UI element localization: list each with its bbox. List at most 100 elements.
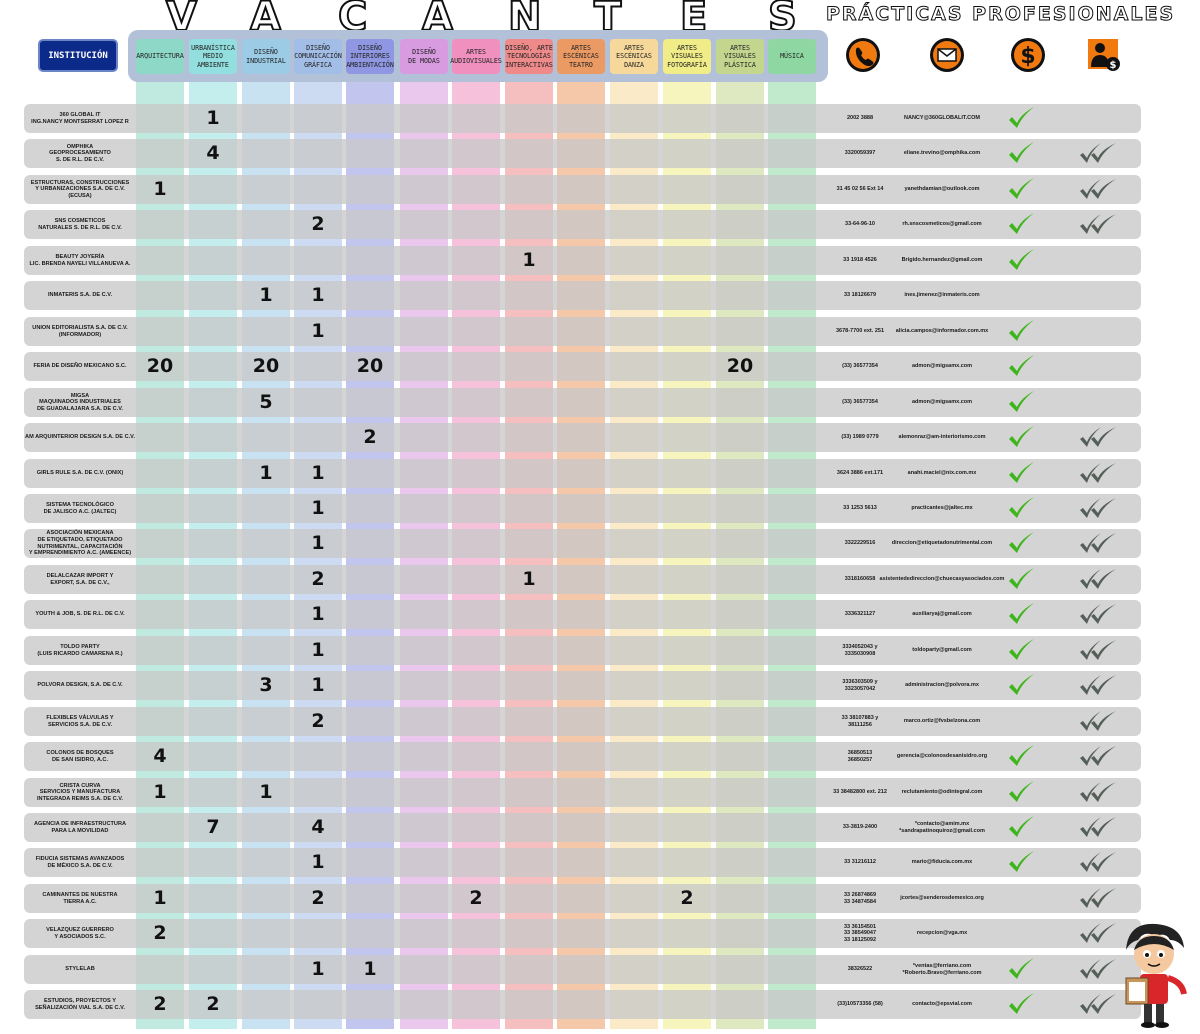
column-header[interactable]: DISEÑO, ARTE TECNOLOGÍAS INTERACTIVAS <box>505 39 553 74</box>
dollar-icon: $ <box>1010 37 1046 73</box>
vacancy-count: 7 <box>206 816 220 838</box>
column-header[interactable]: MÚSICA <box>768 39 816 74</box>
email-address[interactable]: recepcion@vga.mx <box>916 930 968 937</box>
vacancy-count: 2 <box>469 887 483 909</box>
phone-number: 33 36154501 33 38549047 33 18125092 <box>843 923 877 943</box>
double-check-icon <box>1078 848 1118 877</box>
column-header[interactable]: URBANÍSTICA MEDIO AMBIENTE <box>189 39 237 74</box>
vacancy-count: 1 <box>311 603 325 625</box>
phone-number: 3678-7700 ext. 251 <box>835 328 884 335</box>
email-address[interactable]: asistentededireccion@chuecasyasociados.c… <box>879 576 1005 583</box>
vacancy-count: 4 <box>153 745 167 767</box>
email-address[interactable]: *contacto@amim.mx *sandrapatinoquiroz@gm… <box>899 820 985 834</box>
email-address[interactable]: *ventas@ferriano.com *Roberto.Bravo@ferr… <box>902 962 982 976</box>
svg-text:$: $ <box>1110 60 1117 71</box>
table-row <box>24 210 1141 239</box>
institution-header-button[interactable]: INSTITUCIÓN <box>38 39 118 72</box>
check-icon <box>1006 210 1036 239</box>
email-address[interactable]: admon@migsamx.com <box>911 399 973 406</box>
email-address[interactable]: rh.snscosmeticos@gmail.com <box>902 221 982 228</box>
vacancy-count: 3 <box>259 674 273 696</box>
phone-number: 33 31216112 <box>844 859 876 866</box>
table-row <box>24 955 1141 984</box>
vacancy-count: 2 <box>311 887 325 909</box>
column-header[interactable]: DISEÑO INTERIORES AMBIENTACIÓN <box>346 39 394 74</box>
email-address[interactable]: anahi.maciel@nix.com.mx <box>907 470 977 477</box>
institution-name: SISTEMA TECNOLÓGICO DE JALISCO A.C. (JAL… <box>43 501 117 515</box>
check-icon <box>1006 139 1036 168</box>
column-header[interactable]: DISEÑO INDUSTRIAL <box>242 39 290 74</box>
vacancy-count: 1 <box>311 851 325 873</box>
table-row <box>24 281 1141 310</box>
email-address[interactable]: yanethdamian@outlook.com <box>904 186 980 193</box>
check-icon <box>1006 317 1036 346</box>
email-address[interactable]: alicia.campos@informador.com.mx <box>895 328 989 335</box>
check-icon <box>1006 459 1036 488</box>
double-check-icon <box>1078 494 1118 523</box>
email-address[interactable]: ines.jimenez@inmateris.com <box>904 292 980 299</box>
vacancy-count: 20 <box>146 355 174 377</box>
svg-text:$: $ <box>1020 44 1035 69</box>
email-address[interactable]: Brigido.hernandez@gmail.com <box>901 257 983 264</box>
institution-name: COLONOS DE BOSQUES DE SAN ISIDRO, A.C. <box>46 749 114 763</box>
email-address[interactable]: direccion@etiquetadonutrimental.com <box>891 540 993 547</box>
check-icon <box>1006 671 1036 700</box>
phone-number: 33 18126679 <box>843 292 877 299</box>
table-row <box>24 494 1141 523</box>
table-row <box>24 352 1141 381</box>
check-icon <box>1006 778 1036 807</box>
mascot-illustration <box>1118 920 1190 1029</box>
column-header[interactable]: ARTES AUDIOVISUALES <box>450 39 502 74</box>
vacancy-count: 4 <box>311 816 325 838</box>
check-icon <box>1006 955 1036 984</box>
email-address[interactable]: practicantes@jaltec.mx <box>911 505 973 512</box>
table-row <box>24 848 1141 877</box>
vacancy-count: 2 <box>311 213 325 235</box>
phone-number: 2002 3888 <box>847 115 873 122</box>
vacancy-count: 1 <box>206 107 220 129</box>
vacancy-count: 1 <box>311 958 325 980</box>
column-header[interactable]: DISEÑO COMUNICACIÓN GRÁFICA <box>294 39 342 74</box>
email-icon <box>929 37 965 73</box>
email-address[interactable]: contacto@epsvial.com <box>912 1001 972 1008</box>
table-row <box>24 600 1141 629</box>
email-address[interactable]: auxiliaryaj@gmail.com <box>912 611 972 618</box>
email-address[interactable]: administracion@polvora.mx <box>905 682 979 689</box>
email-address[interactable]: NANCY@360GLOBALIT.COM <box>904 115 980 122</box>
institution-name: DELALCAZAR IMPORT Y EXPORT, S.A. DE C.V.… <box>46 572 114 586</box>
table-row <box>24 175 1141 204</box>
institution-name: GIRLS RULE S.A. DE C.V. (ONIX) <box>36 470 124 477</box>
email-address[interactable]: reclutamiento@odintegral.com <box>901 789 983 796</box>
email-address[interactable]: marco.ortiz@fvsbelzona.com <box>903 718 981 725</box>
vacancy-count: 1 <box>311 284 325 306</box>
phone-number: (33) 36577354 <box>842 363 878 370</box>
email-address[interactable]: eliane.trevino@omphika.com <box>903 150 981 157</box>
column-header[interactable]: ARTES VISUALES PLÁSTICA <box>716 39 764 74</box>
double-check-icon <box>1078 671 1118 700</box>
phone-number: 33 1253 5613 <box>843 505 877 512</box>
vacancy-count: 1 <box>259 462 273 484</box>
column-header[interactable]: DISEÑO DE MODAS <box>400 39 448 74</box>
page-subtitle: PRÁCTICAS PROFESIONALES <box>825 3 1176 26</box>
column-header[interactable]: ARQUITECTURA <box>136 39 184 74</box>
email-address[interactable]: toldoparty@gmail.com <box>912 647 972 654</box>
email-address[interactable]: jcortes@senderosdemexico.org <box>900 895 984 902</box>
email-address[interactable]: alemonraz@am-interiorismo.com <box>898 434 986 441</box>
email-address[interactable]: gerencia@colonosdesanisidro.org <box>896 753 988 760</box>
check-icon <box>1006 529 1036 558</box>
phone-number: 33 26874869 33 34874584 <box>843 891 877 905</box>
email-address[interactable]: admon@migsamx.com <box>911 363 973 370</box>
double-check-icon <box>1078 459 1118 488</box>
email-address[interactable]: mario@fiducia.com.mx <box>911 859 973 866</box>
institution-name: INMATERIS S.A. DE C.V. <box>47 292 113 299</box>
vacancy-count: 5 <box>259 391 273 413</box>
vacancy-count: 1 <box>259 781 273 803</box>
column-header[interactable]: ARTES ESCÉNICAS TEATRO <box>557 39 605 74</box>
institution-name: AGENCIA DE INFRAESTRUCTURA PARA LA MOVIL… <box>33 820 127 834</box>
check-icon <box>1006 175 1036 204</box>
table-row <box>24 671 1141 700</box>
vacancy-count: 1 <box>153 178 167 200</box>
column-header[interactable]: ARTES ESCÉNICAS DANZA <box>610 39 658 74</box>
column-header[interactable]: ARTES VISUALES FOTOGRAFÍA <box>663 39 711 74</box>
person-money-icon: $ <box>1086 37 1122 73</box>
